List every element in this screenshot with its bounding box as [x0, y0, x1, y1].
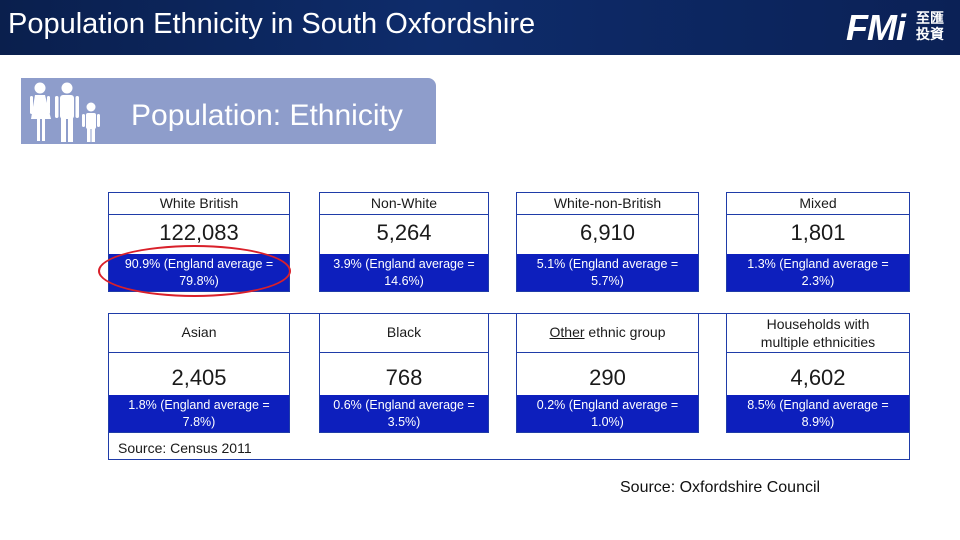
logo-chinese: 至匯 投資: [916, 10, 944, 42]
card-percentage: 5.1% (England average = 5.7%): [517, 254, 698, 291]
pct-line2: 3.5%): [387, 415, 421, 429]
pct-line2: 14.6%): [384, 274, 424, 288]
card-black: Black 768 0.6% (England average = 3.5%): [319, 313, 489, 433]
family-icon: [30, 82, 100, 142]
card-label: Other ethnic group: [517, 314, 698, 353]
card-non-white: Non-White 5,264 3.9% (England average = …: [319, 192, 489, 292]
card-asian: Asian 2,405 1.8% (England average = 7.8%…: [108, 313, 290, 433]
pct-line2: 7.8%): [182, 415, 216, 429]
card-percentage: 3.9% (England average = 14.6%): [320, 254, 488, 291]
card-value: 6,910: [579, 220, 636, 245]
card-mixed: Mixed 1,801 1.3% (England average = 2.3%…: [726, 192, 910, 292]
fmi-logo: FMi 至匯 投資: [846, 9, 956, 49]
slide-title: Population Ethnicity in South Oxfordshir…: [8, 8, 536, 40]
slide-header: Population Ethnicity in South Oxfordshir…: [0, 0, 960, 55]
card-label: White-non-British: [517, 193, 698, 215]
card-label: Households with multiple ethnicities: [727, 314, 909, 353]
logo-chinese-line2: 投資: [916, 26, 944, 42]
card-value: 122,083: [159, 220, 239, 245]
card-label-line1: Households with: [766, 316, 870, 332]
pct-line2: 5.7%): [591, 274, 624, 288]
card-label: White British: [109, 193, 289, 215]
card-percentage: 0.6% (England average = 3.5%): [320, 395, 488, 432]
card-value: 768: [385, 365, 423, 390]
pct-line1: 1.3% (England average =: [747, 257, 889, 271]
card-percentage: 8.5% (England average = 8.9%): [727, 395, 909, 432]
pct-line1: 0.6% (England average =: [333, 398, 475, 412]
card-percentage: 1.3% (England average = 2.3%): [727, 254, 909, 291]
pct-line2: 1.0%): [591, 415, 624, 429]
pct-line1: 3.9% (England average =: [333, 257, 475, 271]
pct-line1: 0.2% (England average =: [536, 398, 679, 412]
pct-line2: 8.9%): [801, 415, 835, 429]
logo-text: FMi: [846, 7, 906, 48]
card-value: 4,602: [790, 365, 846, 390]
table-source: Source: Census 2011: [118, 440, 252, 456]
pct-line1: 5.1% (England average =: [536, 257, 679, 271]
pct-line1: 8.5% (England average =: [747, 398, 889, 412]
card-label: Non-White: [320, 193, 488, 215]
card-label: Mixed: [727, 193, 909, 215]
section-title: Population: Ethnicity: [131, 99, 403, 132]
highlight-ellipse: [98, 245, 291, 297]
card-percentage: 1.8% (England average = 7.8%): [109, 395, 289, 432]
card-value: 290: [589, 365, 626, 390]
card-label-underlined: Other: [549, 324, 585, 340]
footer-source: Source: Oxfordshire Council: [620, 479, 821, 496]
section-banner: Population: Ethnicity: [21, 78, 436, 144]
pct-line2: 2.3%): [801, 274, 835, 288]
card-value: 1,801: [790, 220, 846, 245]
card-multiple-ethnicities: Households with multiple ethnicities 4,6…: [726, 313, 910, 433]
logo-chinese-line1: 至匯: [916, 10, 944, 26]
card-percentage: 0.2% (England average = 1.0%): [517, 395, 698, 432]
card-label-rest: ethnic group: [584, 324, 666, 340]
pct-line1: 1.8% (England average =: [128, 398, 270, 412]
card-value: 2,405: [171, 365, 227, 390]
card-white-non-british: White-non-British 6,910 5.1% (England av…: [516, 192, 699, 292]
card-value: 5,264: [376, 220, 432, 245]
card-label: Asian: [109, 314, 289, 353]
card-label-line2: multiple ethnicities: [760, 334, 876, 350]
card-other-ethnic-group: Other ethnic group 290 0.2% (England ave…: [516, 313, 699, 433]
card-label: Black: [320, 314, 488, 353]
